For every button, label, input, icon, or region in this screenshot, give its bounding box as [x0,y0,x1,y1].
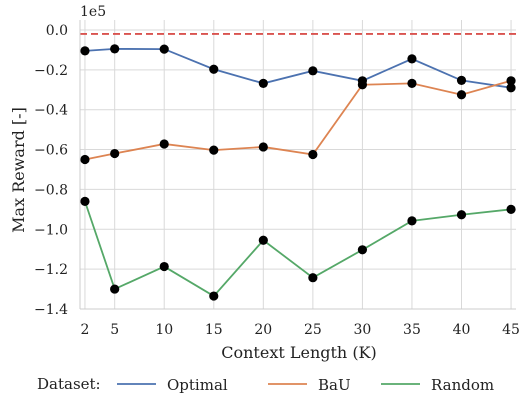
data-point-optimal [308,66,318,76]
data-point-bau [80,154,90,165]
data-point-optimal [80,46,90,56]
x-tick-label: 35 [403,322,421,338]
x-tick-label: 30 [353,322,371,338]
data-point-bau [506,76,516,86]
x-tick-label: 5 [110,322,119,338]
data-point-random [506,204,516,214]
data-point-bau [357,80,368,90]
data-point-bau [159,139,169,149]
y-axis-label: Max Reward [-] [9,107,28,233]
x-tick-label: 10 [155,322,173,338]
data-point-random [357,245,368,255]
x-axis-label: Context Length (K) [221,343,377,362]
y-tick-label: −1.4 [34,302,68,318]
x-tick-label: 25 [304,322,322,338]
y-tick-label: −0.8 [34,182,68,198]
y-tick-label: −1.0 [34,222,68,238]
legend-title: Dataset: [37,375,101,393]
x-tick-label: 40 [453,322,471,338]
data-point-optimal [209,64,219,74]
y-tick-label: −0.4 [34,103,68,119]
y-offset-text: 1e5 [80,4,106,20]
data-point-random [258,235,268,245]
x-tick-label: 45 [502,322,520,338]
series-layer [84,47,512,298]
data-point-bau [308,149,318,160]
legend-label-bau: BaU [318,376,351,394]
data-point-bau [258,142,268,152]
points-layer [80,44,516,301]
data-point-random [159,261,169,272]
data-point-optimal [159,44,169,54]
legend: Dataset: Optimal BaU Random [37,375,494,394]
legend-label-optimal: Optimal [167,376,228,394]
data-point-random [80,196,90,206]
x-tick-label: 15 [205,322,223,338]
data-point-bau [110,148,120,159]
y-tick-label: −0.6 [34,143,68,159]
data-point-optimal [506,83,516,93]
series-line-bau [84,79,512,161]
data-point-bau [456,90,467,100]
y-tick-label: −1.2 [34,262,68,278]
data-point-random [456,210,467,220]
data-point-optimal [407,54,417,64]
data-point-bau [407,78,417,88]
x-tick-label: 2 [80,322,89,338]
data-point-bau [209,145,219,155]
data-point-optimal [456,75,467,85]
data-point-optimal [258,78,268,88]
data-point-optimal [110,44,120,54]
series-line-random [84,201,512,298]
series-line-optimal [84,47,512,89]
y-tick-label: 0.0 [46,23,68,39]
data-point-random [209,291,219,301]
data-point-random [308,273,318,283]
y-tick-label: −0.2 [34,63,68,79]
x-tick-label: 20 [254,322,272,338]
data-point-random [407,216,417,226]
data-point-random [110,284,120,294]
axes-layer: 2 5 10 15 20 25 30 35 40 450.0−0.2−0.4−0.6−0.8−1.… [34,20,520,338]
legend-label-random: Random [431,376,494,394]
